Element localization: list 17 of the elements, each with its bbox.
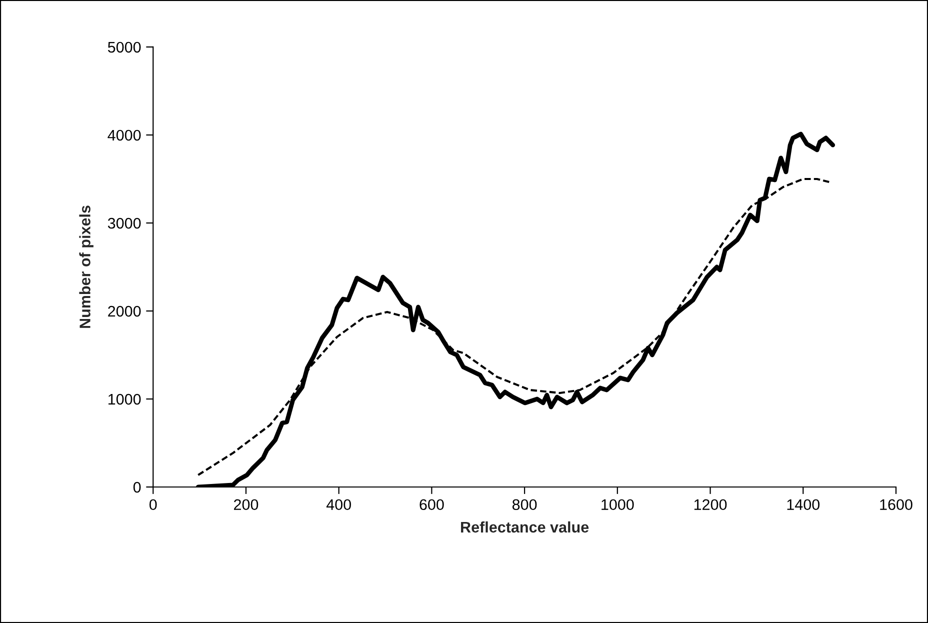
x-tick-label: 400 <box>326 499 351 510</box>
y-tick-label: 4000 <box>108 130 141 141</box>
x-tick-label: 1600 <box>880 499 912 510</box>
y-axis-title: Number of pixels <box>79 206 94 328</box>
x-tick-label: 800 <box>512 499 537 510</box>
x-tick-label: 1200 <box>694 499 727 510</box>
y-tick-label: 0 <box>133 482 141 493</box>
x-tick-label: 200 <box>234 499 258 510</box>
x-tick-label: 1400 <box>787 499 820 510</box>
y-tick-label: 1000 <box>108 394 141 405</box>
x-tick-label: 1000 <box>602 499 634 510</box>
x-tick-label: 0 <box>149 499 157 510</box>
x-tick-label: 600 <box>420 499 444 510</box>
x-axis-title: Reflectance value <box>461 521 589 533</box>
y-tick-label: 3000 <box>108 218 141 229</box>
y-tick-label: 2000 <box>108 306 141 317</box>
y-tick-label: 5000 <box>108 42 141 53</box>
